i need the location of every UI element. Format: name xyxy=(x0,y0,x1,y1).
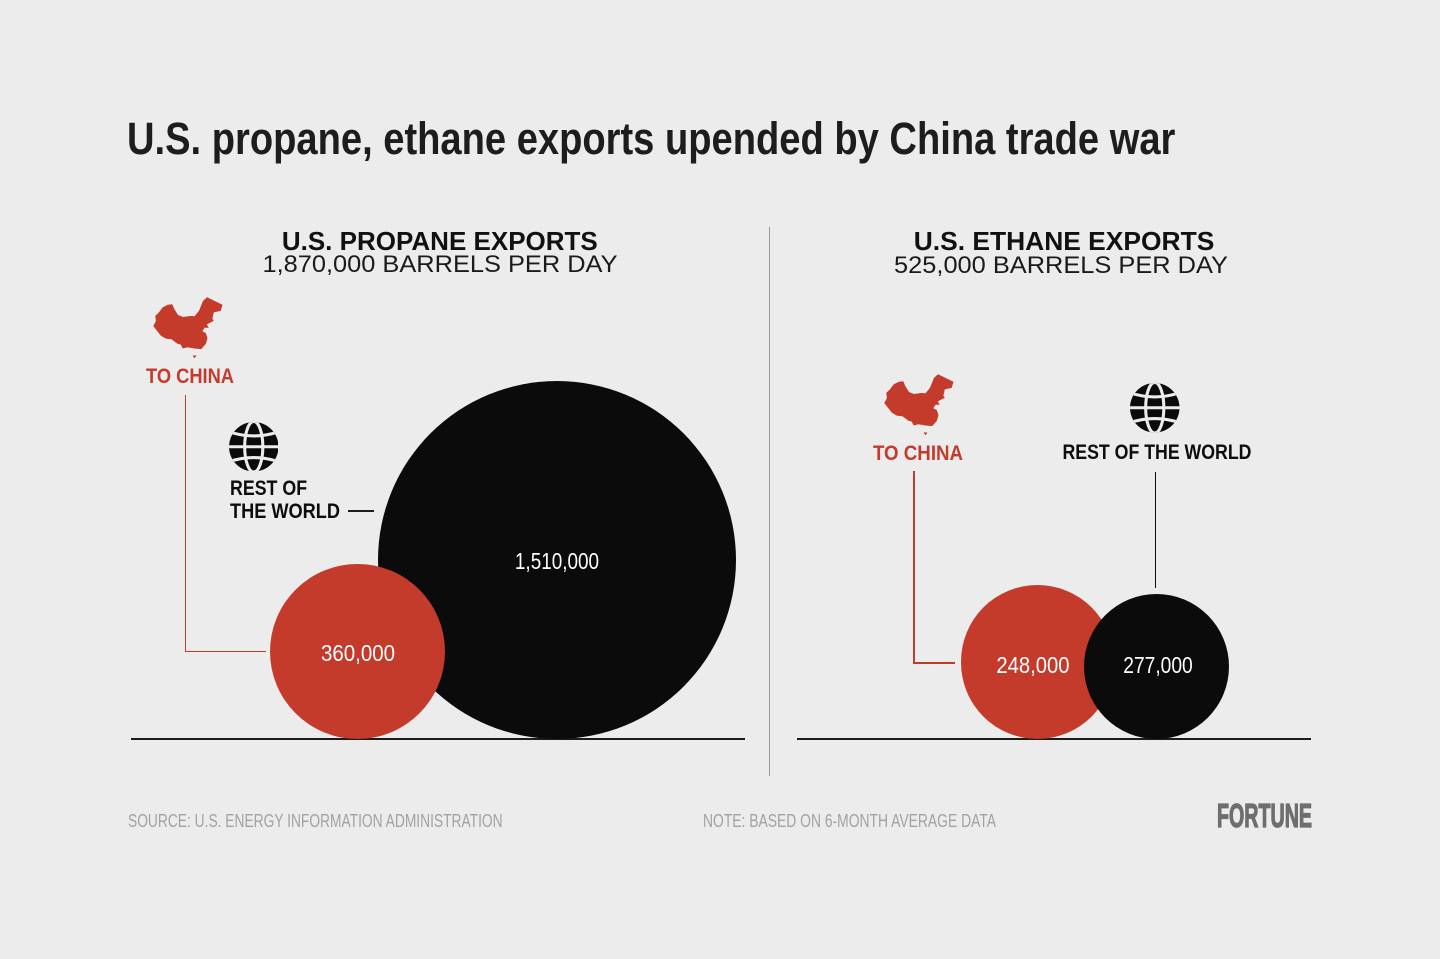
svg-text:FORTUNE: FORTUNE xyxy=(1217,803,1312,833)
